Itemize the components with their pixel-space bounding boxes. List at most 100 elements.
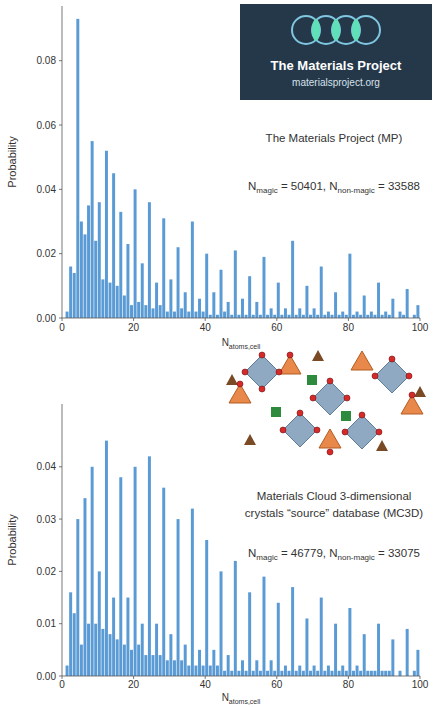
bar	[334, 624, 337, 676]
y-tick	[59, 189, 62, 190]
text-part: crystals “source” database (MC3D)	[245, 507, 423, 519]
bar	[69, 592, 72, 676]
bar	[348, 254, 351, 318]
bar	[284, 308, 287, 318]
bar	[141, 624, 144, 676]
bar	[194, 312, 197, 318]
bar	[91, 467, 94, 676]
y-tick-label: 0.06	[37, 120, 57, 131]
bar	[162, 488, 165, 676]
crystal-octahedron	[375, 359, 409, 393]
bar	[202, 312, 205, 318]
bar	[402, 315, 405, 318]
panel: 0.000.010.020.030.04020406080100Probabil…	[6, 350, 429, 705]
y-axis-title: Probability	[6, 514, 18, 566]
bar	[320, 267, 323, 318]
y-tick	[59, 571, 62, 572]
text-part: = 33075	[375, 547, 420, 559]
crystal-octahedron	[313, 381, 347, 415]
crystal-atom	[310, 395, 316, 401]
annotation-text: Nmagic = 50401, Nnon-magic = 33588	[248, 180, 420, 195]
logo-title: The Materials Project	[271, 58, 402, 73]
bar	[262, 577, 265, 676]
crystal-atom	[372, 373, 378, 379]
bar	[359, 315, 362, 318]
bar	[116, 286, 119, 318]
logo-ring	[352, 16, 380, 44]
bar	[109, 283, 112, 318]
bar	[76, 519, 79, 676]
bar	[162, 218, 165, 318]
x-tick	[133, 318, 134, 321]
bar	[348, 608, 351, 676]
bar	[391, 299, 394, 318]
y-axis-line	[62, 6, 63, 318]
bar	[316, 315, 319, 318]
x-tick	[205, 318, 206, 321]
bar	[152, 655, 155, 676]
bar	[298, 666, 301, 676]
bar	[126, 598, 129, 676]
crystal-atom	[342, 429, 348, 435]
x-axis-title: Natoms,cell	[222, 692, 261, 705]
text-part: atoms,cell	[229, 343, 261, 350]
x-tick-label: 40	[200, 322, 212, 333]
logo-ring	[332, 16, 360, 44]
bar	[130, 650, 133, 676]
y-tick-label: 0.00	[37, 313, 57, 324]
bar	[320, 598, 323, 676]
crystal-atom	[259, 352, 265, 358]
bar	[280, 315, 283, 318]
logo-lens	[332, 19, 340, 41]
annotation-text: Materials Cloud 3-dimensional	[257, 490, 412, 502]
text-part: N	[222, 337, 229, 348]
bar	[234, 561, 237, 676]
bar	[126, 244, 129, 318]
bar	[212, 650, 215, 676]
bar	[202, 666, 205, 676]
bar	[173, 660, 176, 676]
bar	[187, 312, 190, 318]
bar	[205, 540, 208, 676]
bar	[305, 618, 308, 676]
bar	[295, 671, 298, 676]
crystal-atom	[344, 395, 350, 401]
bar	[273, 315, 276, 318]
bar	[220, 270, 223, 318]
text-part: The Materials Project (MP)	[266, 132, 403, 144]
bar	[180, 660, 183, 676]
crystal-atom	[297, 410, 303, 416]
crystal-atom	[237, 381, 243, 387]
bar	[388, 315, 391, 318]
y-tick	[59, 676, 62, 677]
bar	[230, 315, 233, 318]
bar	[316, 671, 319, 676]
bar	[134, 467, 137, 676]
bar	[119, 477, 122, 676]
y-tick-label: 0.08	[37, 55, 57, 66]
bar	[80, 645, 83, 676]
x-tick-label: 0	[59, 322, 65, 333]
bar	[105, 441, 108, 676]
bar	[112, 173, 115, 318]
bar	[406, 629, 409, 676]
bar	[198, 650, 201, 676]
crystal-atom	[259, 386, 265, 392]
crystal-group	[414, 386, 426, 397]
crystal-octahedron	[245, 355, 279, 389]
logo-lens	[352, 19, 360, 41]
y-tick	[59, 623, 62, 624]
bar	[87, 205, 90, 318]
bar	[169, 279, 172, 318]
bar	[327, 312, 330, 318]
bar	[227, 302, 230, 318]
bar	[94, 624, 97, 676]
x-tick-label: 20	[128, 679, 140, 690]
crystal-atom	[409, 392, 415, 398]
bar	[416, 305, 419, 318]
bar	[248, 592, 251, 676]
bar	[413, 315, 416, 318]
bar	[169, 634, 172, 676]
bar	[116, 639, 119, 676]
bar	[399, 312, 402, 318]
